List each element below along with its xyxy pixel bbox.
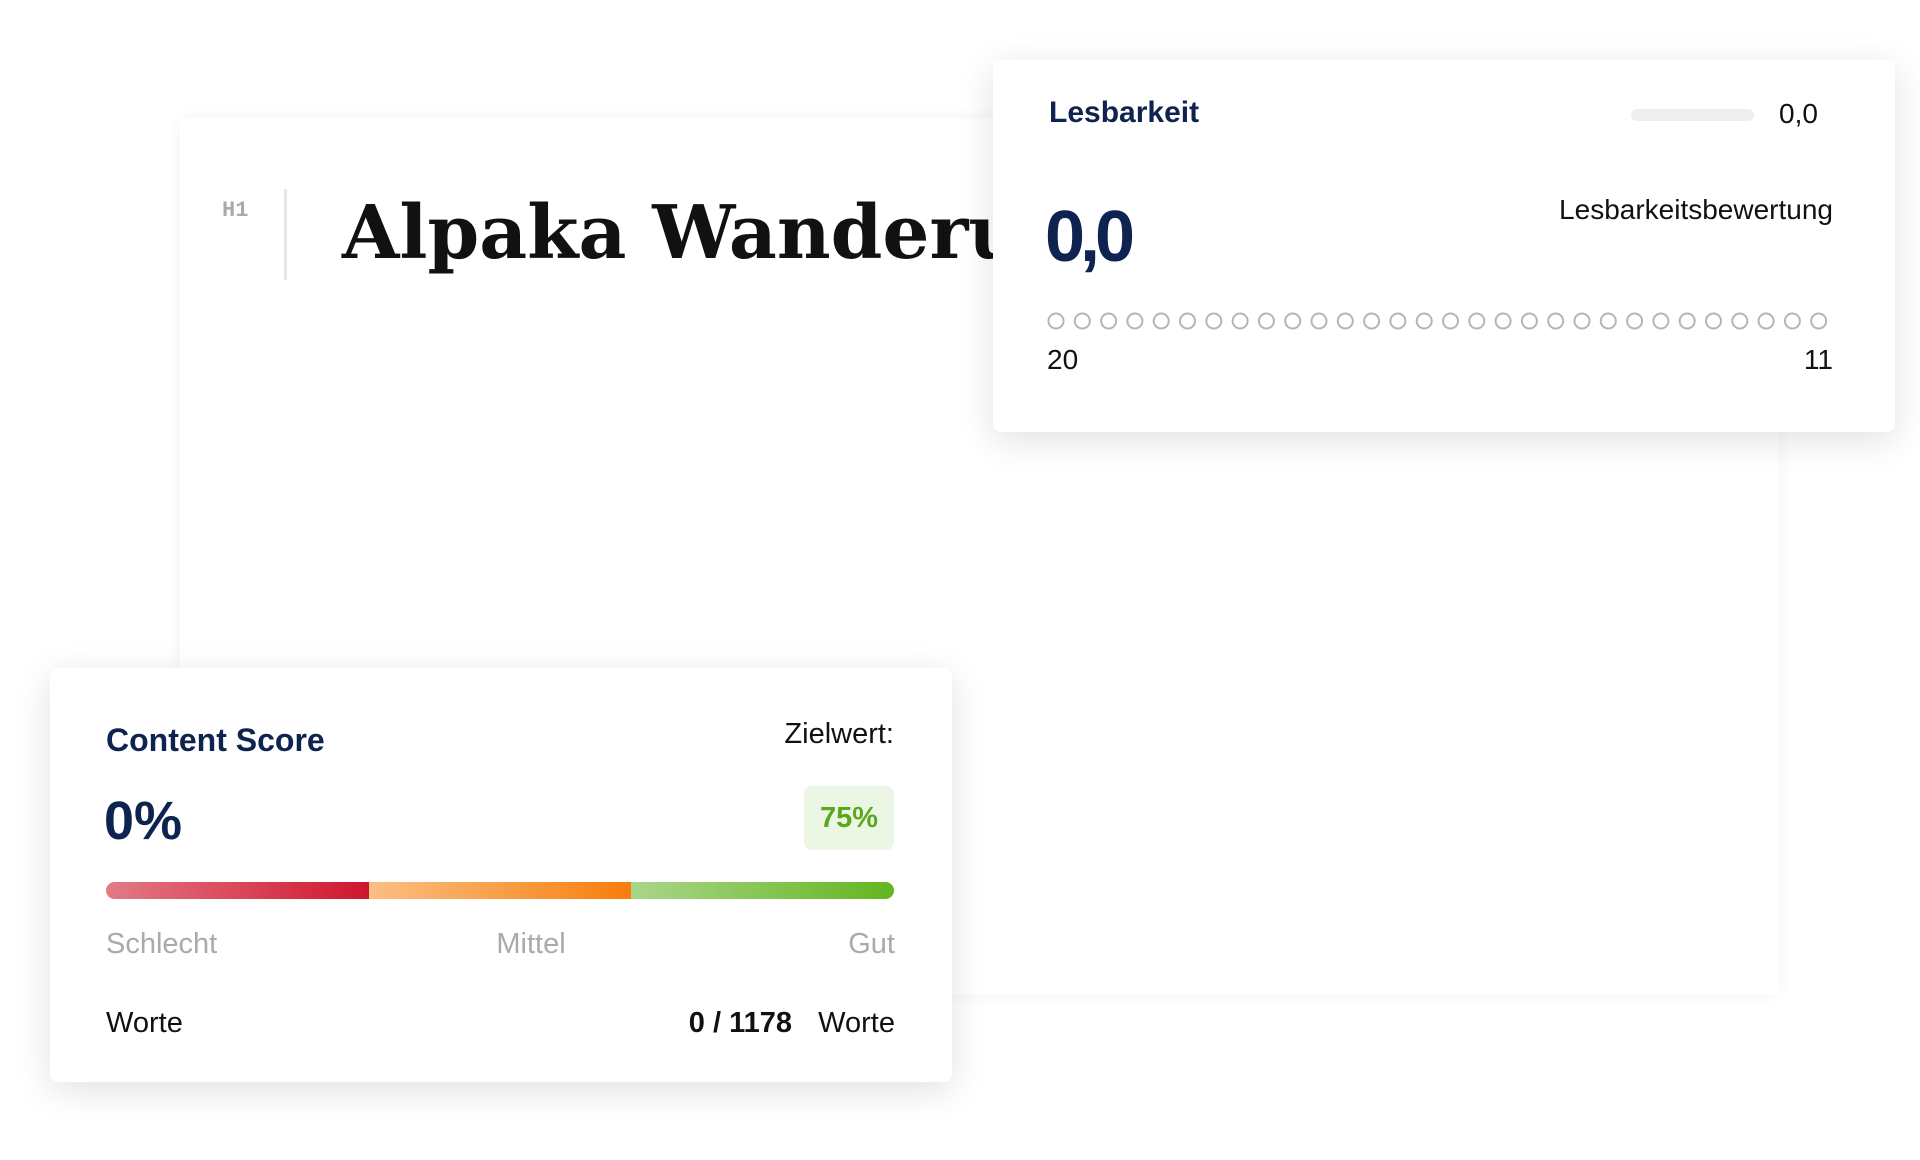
scale-dot bbox=[1547, 312, 1565, 330]
readability-card: Lesbarkeit 0,0 Lesbarkeitsbewertung 0,0 … bbox=[993, 60, 1895, 432]
scale-dot bbox=[1284, 312, 1302, 330]
scale-dot bbox=[1705, 312, 1722, 330]
mini-value: 0,0 bbox=[1779, 98, 1818, 129]
scale-dot bbox=[1442, 312, 1459, 330]
divider bbox=[284, 189, 287, 280]
scale-dot bbox=[1257, 312, 1275, 330]
content-score: 0% bbox=[104, 791, 183, 851]
target-label: Zielwert: bbox=[784, 718, 894, 750]
scale-dot bbox=[1468, 312, 1486, 330]
level-label: Schlecht bbox=[106, 928, 218, 960]
heading-tag: H1 bbox=[222, 198, 249, 223]
scale-dot bbox=[1599, 312, 1617, 330]
level-label: Gut bbox=[848, 928, 895, 960]
scale-end: 11 bbox=[1803, 344, 1833, 375]
bar-good bbox=[631, 882, 894, 899]
words-unit: Worte bbox=[818, 1007, 895, 1039]
mini-bar bbox=[1631, 109, 1754, 121]
bar-mid bbox=[368, 882, 632, 899]
scale-dot bbox=[1047, 312, 1065, 330]
score-bar bbox=[106, 882, 894, 899]
scale-dot bbox=[1073, 312, 1091, 330]
scale-dot bbox=[1179, 312, 1196, 330]
readability-score: 0,0 bbox=[1045, 197, 1135, 277]
scale-dot bbox=[1573, 312, 1591, 330]
scale-dot bbox=[1652, 312, 1670, 330]
content-score-card: Content Score Zielwert: 0% 75% Schlecht … bbox=[50, 668, 952, 1082]
scale-dot bbox=[1731, 312, 1749, 330]
scale-start: 20 bbox=[1047, 344, 1079, 375]
level-label: Mittel bbox=[496, 928, 566, 960]
content-score-title: Content Score bbox=[106, 722, 325, 758]
scale-dot bbox=[1757, 312, 1775, 330]
scale-dot bbox=[1626, 312, 1644, 330]
scale-dot bbox=[1415, 312, 1433, 330]
scale-dot bbox=[1100, 312, 1118, 330]
scale-dot bbox=[1336, 312, 1354, 330]
scale-dot bbox=[1494, 312, 1512, 330]
scale-dot bbox=[1310, 312, 1328, 330]
readability-scale bbox=[1047, 312, 1828, 330]
scale-dot bbox=[1152, 312, 1170, 330]
words-label: Worte bbox=[106, 1007, 183, 1039]
scale-dot bbox=[1363, 312, 1381, 330]
words-count: 0 / 1178 bbox=[688, 1007, 792, 1039]
scale-dot bbox=[1783, 312, 1801, 330]
scale-dot bbox=[1810, 312, 1828, 330]
readability-subtitle: Lesbarkeitsbewertung bbox=[1559, 194, 1833, 225]
scale-dot bbox=[1520, 312, 1538, 330]
scale-dot bbox=[1126, 312, 1144, 330]
scale-dot bbox=[1231, 312, 1249, 330]
scale-dot bbox=[1205, 312, 1223, 330]
scale-dot bbox=[1389, 312, 1407, 330]
bar-bad bbox=[106, 882, 369, 899]
scale-dot bbox=[1678, 312, 1696, 330]
target-badge: 75% bbox=[804, 786, 894, 850]
readability-title: Lesbarkeit bbox=[1049, 96, 1200, 129]
